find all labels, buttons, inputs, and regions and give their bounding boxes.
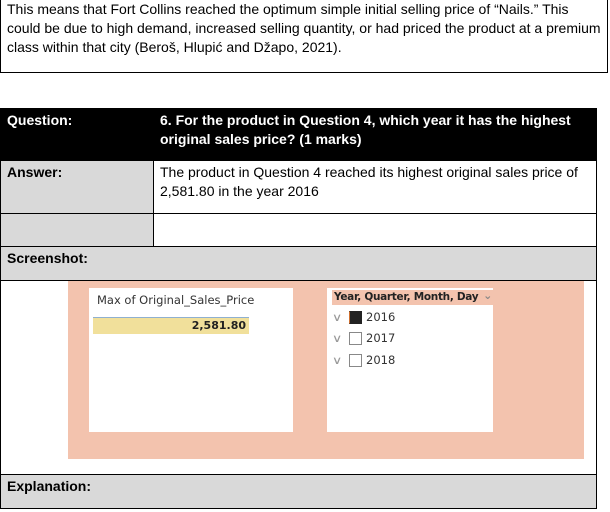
slicer-item-2017[interactable]: ∨ 2017: [331, 329, 396, 347]
question-label: Question:: [0, 108, 154, 161]
slicer-item-label: 2017: [366, 331, 396, 345]
explanation-label: Explanation:: [0, 474, 597, 509]
card-title: Max of Original_Sales_Price: [97, 293, 255, 307]
intro-paragraph: This means that Fort Collins reached the…: [0, 0, 608, 73]
checkbox-checked[interactable]: [349, 310, 362, 324]
slicer-item-label: 2016: [366, 310, 396, 324]
slicer-item-2016[interactable]: ∨ 2016: [331, 308, 396, 326]
answer-label: Answer:: [0, 160, 154, 214]
slicer-header-label: Year, Quarter, Month, Day: [334, 291, 479, 303]
slicer-item-label: 2018: [366, 353, 396, 367]
empty-label-cell: [0, 213, 154, 247]
card-value: 2,581.80: [93, 317, 249, 334]
chevron-down-icon[interactable]: ⌄: [483, 289, 492, 302]
max-sales-price-card: Max of Original_Sales_Price 2,581.80: [89, 288, 293, 432]
expand-chevron-icon[interactable]: ∨: [331, 353, 343, 367]
slicer-header: Year, Quarter, Month, Day ⌄: [332, 289, 495, 305]
answer-text: The product in Question 4 reached its hi…: [153, 160, 597, 214]
year-slicer: Year, Quarter, Month, Day ⌄ ∨ 2016 ∨ 201…: [327, 288, 495, 432]
checkbox-unchecked[interactable]: [349, 331, 362, 345]
question-text: 6. For the product in Question 4, which …: [153, 108, 597, 161]
expand-chevron-icon[interactable]: ∨: [331, 310, 343, 324]
expand-chevron-icon[interactable]: ∨: [331, 331, 343, 345]
powerbi-screenshot: Max of Original_Sales_Price 2,581.80 Yea…: [68, 281, 584, 459]
screenshot-label: Screenshot:: [0, 246, 597, 281]
slicer-item-2018[interactable]: ∨ 2018: [331, 351, 396, 369]
checkbox-unchecked[interactable]: [349, 353, 362, 367]
empty-value-cell: [153, 213, 597, 247]
